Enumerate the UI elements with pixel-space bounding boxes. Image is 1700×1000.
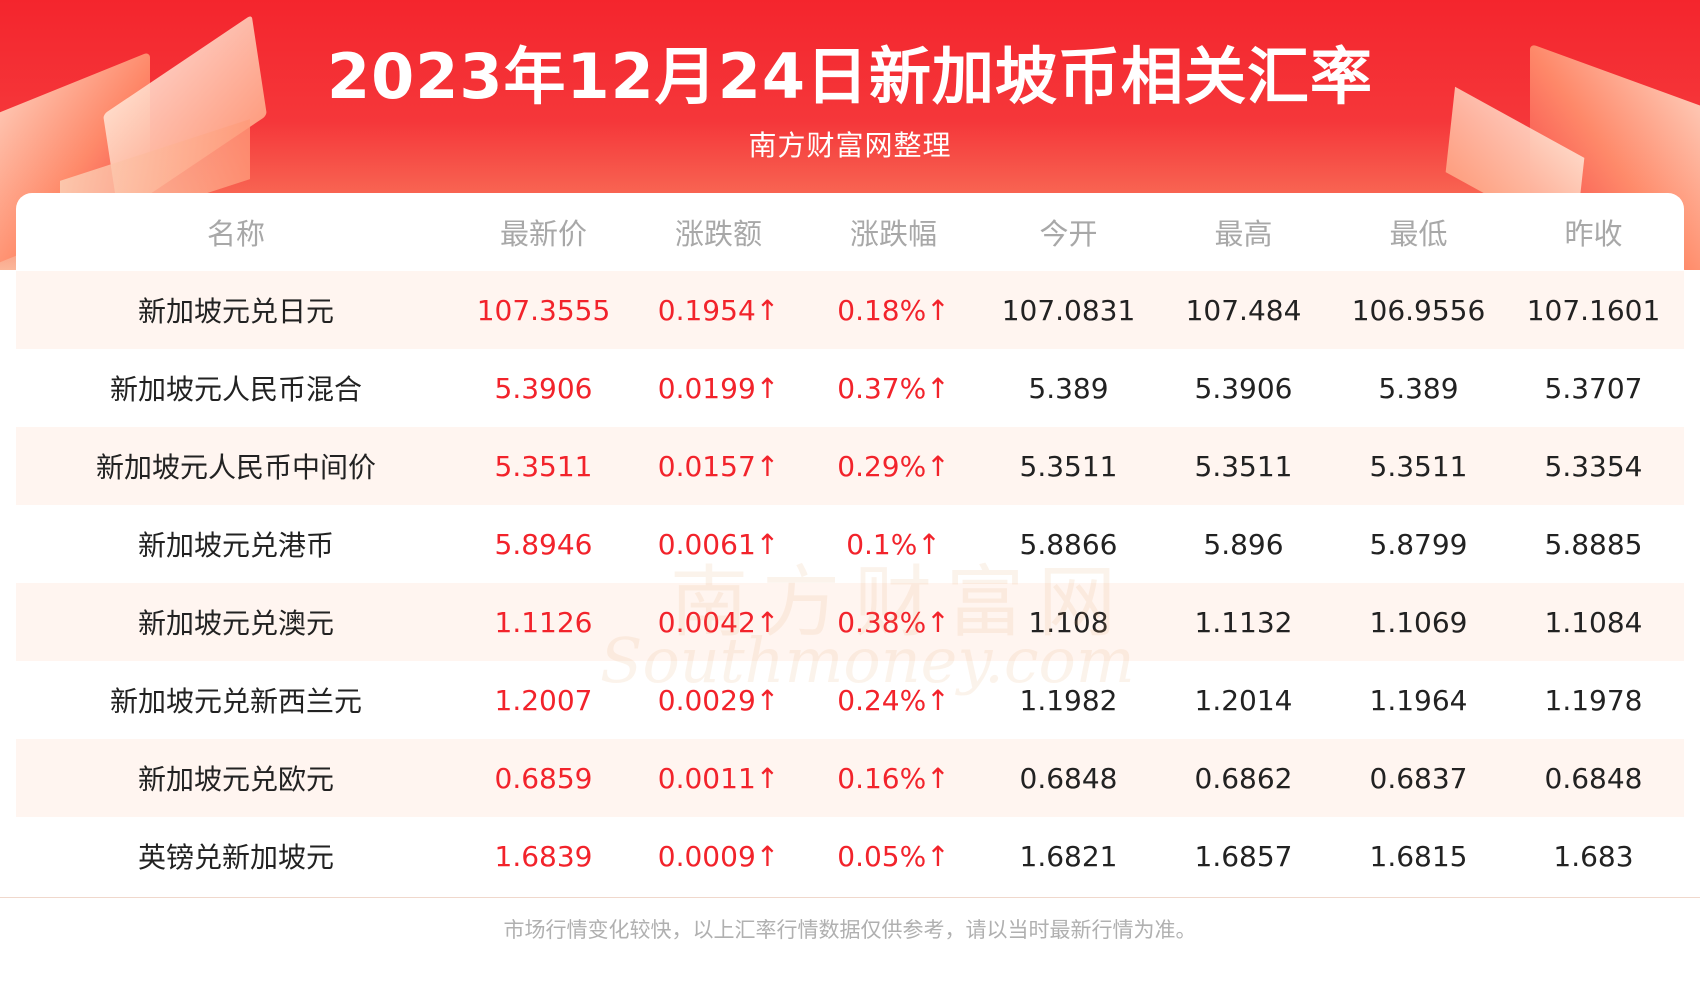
- high-price: 0.6862: [1194, 761, 1293, 795]
- column-header-prev-close: 昨收: [1564, 217, 1623, 251]
- prev-close: 0.6848: [1544, 761, 1643, 795]
- rate-name: 新加坡元兑澳元: [137, 607, 334, 640]
- change-amount: 0.0029↑: [657, 683, 780, 717]
- rate-name: 新加坡元兑欧元: [137, 763, 334, 796]
- change-percent: 0.37%↑: [837, 371, 950, 405]
- rate-name: 新加坡元人民币混合: [109, 373, 362, 406]
- change-percent: 0.24%↑: [837, 683, 950, 717]
- latest-price: 107.3555: [476, 293, 611, 327]
- prev-close: 1.1978: [1544, 683, 1643, 717]
- open-price: 1.108: [1028, 605, 1109, 639]
- high-price: 1.2014: [1194, 683, 1293, 717]
- low-price: 106.9556: [1351, 293, 1486, 327]
- column-header-change: 涨跌额: [674, 217, 762, 251]
- latest-price: 0.6859: [494, 761, 593, 795]
- open-price: 5.8866: [1019, 527, 1118, 561]
- low-price: 5.8799: [1369, 527, 1468, 561]
- high-price: 1.1132: [1194, 605, 1293, 639]
- change-amount: 0.0042↑: [657, 605, 780, 639]
- table-row: 新加坡元兑港币 5.8946 0.0061↑ 0.1%↑ 5.8866 5.89…: [16, 505, 1684, 583]
- open-price: 0.6848: [1019, 761, 1118, 795]
- change-percent: 0.18%↑: [837, 293, 950, 327]
- page-subtitle: 南方财富网整理: [748, 129, 952, 162]
- high-price: 107.484: [1185, 293, 1302, 327]
- low-price: 1.6815: [1369, 839, 1468, 873]
- low-price: 1.1069: [1369, 605, 1468, 639]
- low-price: 1.1964: [1369, 683, 1468, 717]
- prev-close: 1.1084: [1544, 605, 1643, 639]
- rate-name: 英镑兑新加坡元: [137, 841, 334, 874]
- column-header-change-pct: 涨跌幅: [849, 217, 937, 251]
- rate-name: 新加坡元兑新西兰元: [109, 685, 362, 718]
- open-price: 1.1982: [1019, 683, 1118, 717]
- rate-name: 新加坡元兑港币: [137, 529, 334, 562]
- column-header-low: 最低: [1389, 217, 1448, 251]
- footer-note: 市场行情变化较快，以上汇率行情数据仅供参考，请以当时最新行情为准。: [503, 918, 1197, 942]
- table-header-row: 名称 最新价 涨跌额 涨跌幅 今开 最高 最低 昨收: [16, 193, 1684, 271]
- high-price: 5.3511: [1194, 449, 1293, 483]
- change-amount: 0.0061↑: [657, 527, 780, 561]
- latest-price: 1.1126: [494, 605, 593, 639]
- table-row: 新加坡元兑澳元 1.1126 0.0042↑ 0.38%↑ 1.108 1.11…: [16, 583, 1684, 661]
- open-price: 5.389: [1028, 371, 1109, 405]
- change-percent: 0.38%↑: [837, 605, 950, 639]
- rate-name: 新加坡元人民币中间价: [95, 451, 376, 484]
- table-row: 新加坡元兑欧元 0.6859 0.0011↑ 0.16%↑ 0.6848 0.6…: [16, 739, 1684, 817]
- column-header-high: 最高: [1214, 217, 1273, 251]
- low-price: 5.389: [1378, 371, 1459, 405]
- high-price: 5.896: [1203, 527, 1284, 561]
- latest-price: 1.2007: [494, 683, 593, 717]
- page-title: 2023年12月24日新加坡币相关汇率: [326, 40, 1374, 113]
- open-price: 5.3511: [1019, 449, 1118, 483]
- latest-price: 5.3511: [494, 449, 593, 483]
- column-header-name: 名称: [206, 217, 265, 251]
- table-row: 新加坡元人民币混合 5.3906 0.0199↑ 0.37%↑ 5.389 5.…: [16, 349, 1684, 427]
- open-price: 1.6821: [1019, 839, 1118, 873]
- prev-close: 5.8885: [1544, 527, 1643, 561]
- table-row: 新加坡元兑日元 107.3555 0.1954↑ 0.18%↑ 107.0831…: [16, 271, 1684, 349]
- latest-price: 5.3906: [494, 371, 593, 405]
- table-row: 英镑兑新加坡元 1.6839 0.0009↑ 0.05%↑ 1.6821 1.6…: [16, 817, 1684, 895]
- change-percent: 0.1%↑: [846, 527, 941, 561]
- high-price: 1.6857: [1194, 839, 1293, 873]
- change-amount: 0.0011↑: [657, 761, 780, 795]
- prev-close: 5.3354: [1544, 449, 1643, 483]
- change-percent: 0.16%↑: [837, 761, 950, 795]
- rate-name: 新加坡元兑日元: [137, 295, 334, 328]
- table-row: 新加坡元人民币中间价 5.3511 0.0157↑ 0.29%↑ 5.3511 …: [16, 427, 1684, 505]
- high-price: 5.3906: [1194, 371, 1293, 405]
- change-percent: 0.29%↑: [837, 449, 950, 483]
- prev-close: 107.1601: [1526, 293, 1661, 327]
- low-price: 5.3511: [1369, 449, 1468, 483]
- column-header-open: 今开: [1039, 217, 1098, 251]
- prev-close: 1.683: [1553, 839, 1634, 873]
- low-price: 0.6837: [1369, 761, 1468, 795]
- column-header-latest: 最新价: [499, 217, 587, 251]
- change-percent: 0.05%↑: [837, 839, 950, 873]
- change-amount: 0.0199↑: [657, 371, 780, 405]
- latest-price: 5.8946: [494, 527, 593, 561]
- open-price: 107.0831: [1001, 293, 1136, 327]
- footer-divider: [0, 897, 1700, 898]
- change-amount: 0.1954↑: [657, 293, 780, 327]
- table-row: 新加坡元兑新西兰元 1.2007 0.0029↑ 0.24%↑ 1.1982 1…: [16, 661, 1684, 739]
- rates-table: 名称 最新价 涨跌额 涨跌幅 今开 最高 最低 昨收 新加坡元兑日元 107.3…: [16, 193, 1684, 898]
- prev-close: 5.3707: [1544, 371, 1643, 405]
- change-amount: 0.0157↑: [657, 449, 780, 483]
- latest-price: 1.6839: [494, 839, 593, 873]
- change-amount: 0.0009↑: [657, 839, 780, 873]
